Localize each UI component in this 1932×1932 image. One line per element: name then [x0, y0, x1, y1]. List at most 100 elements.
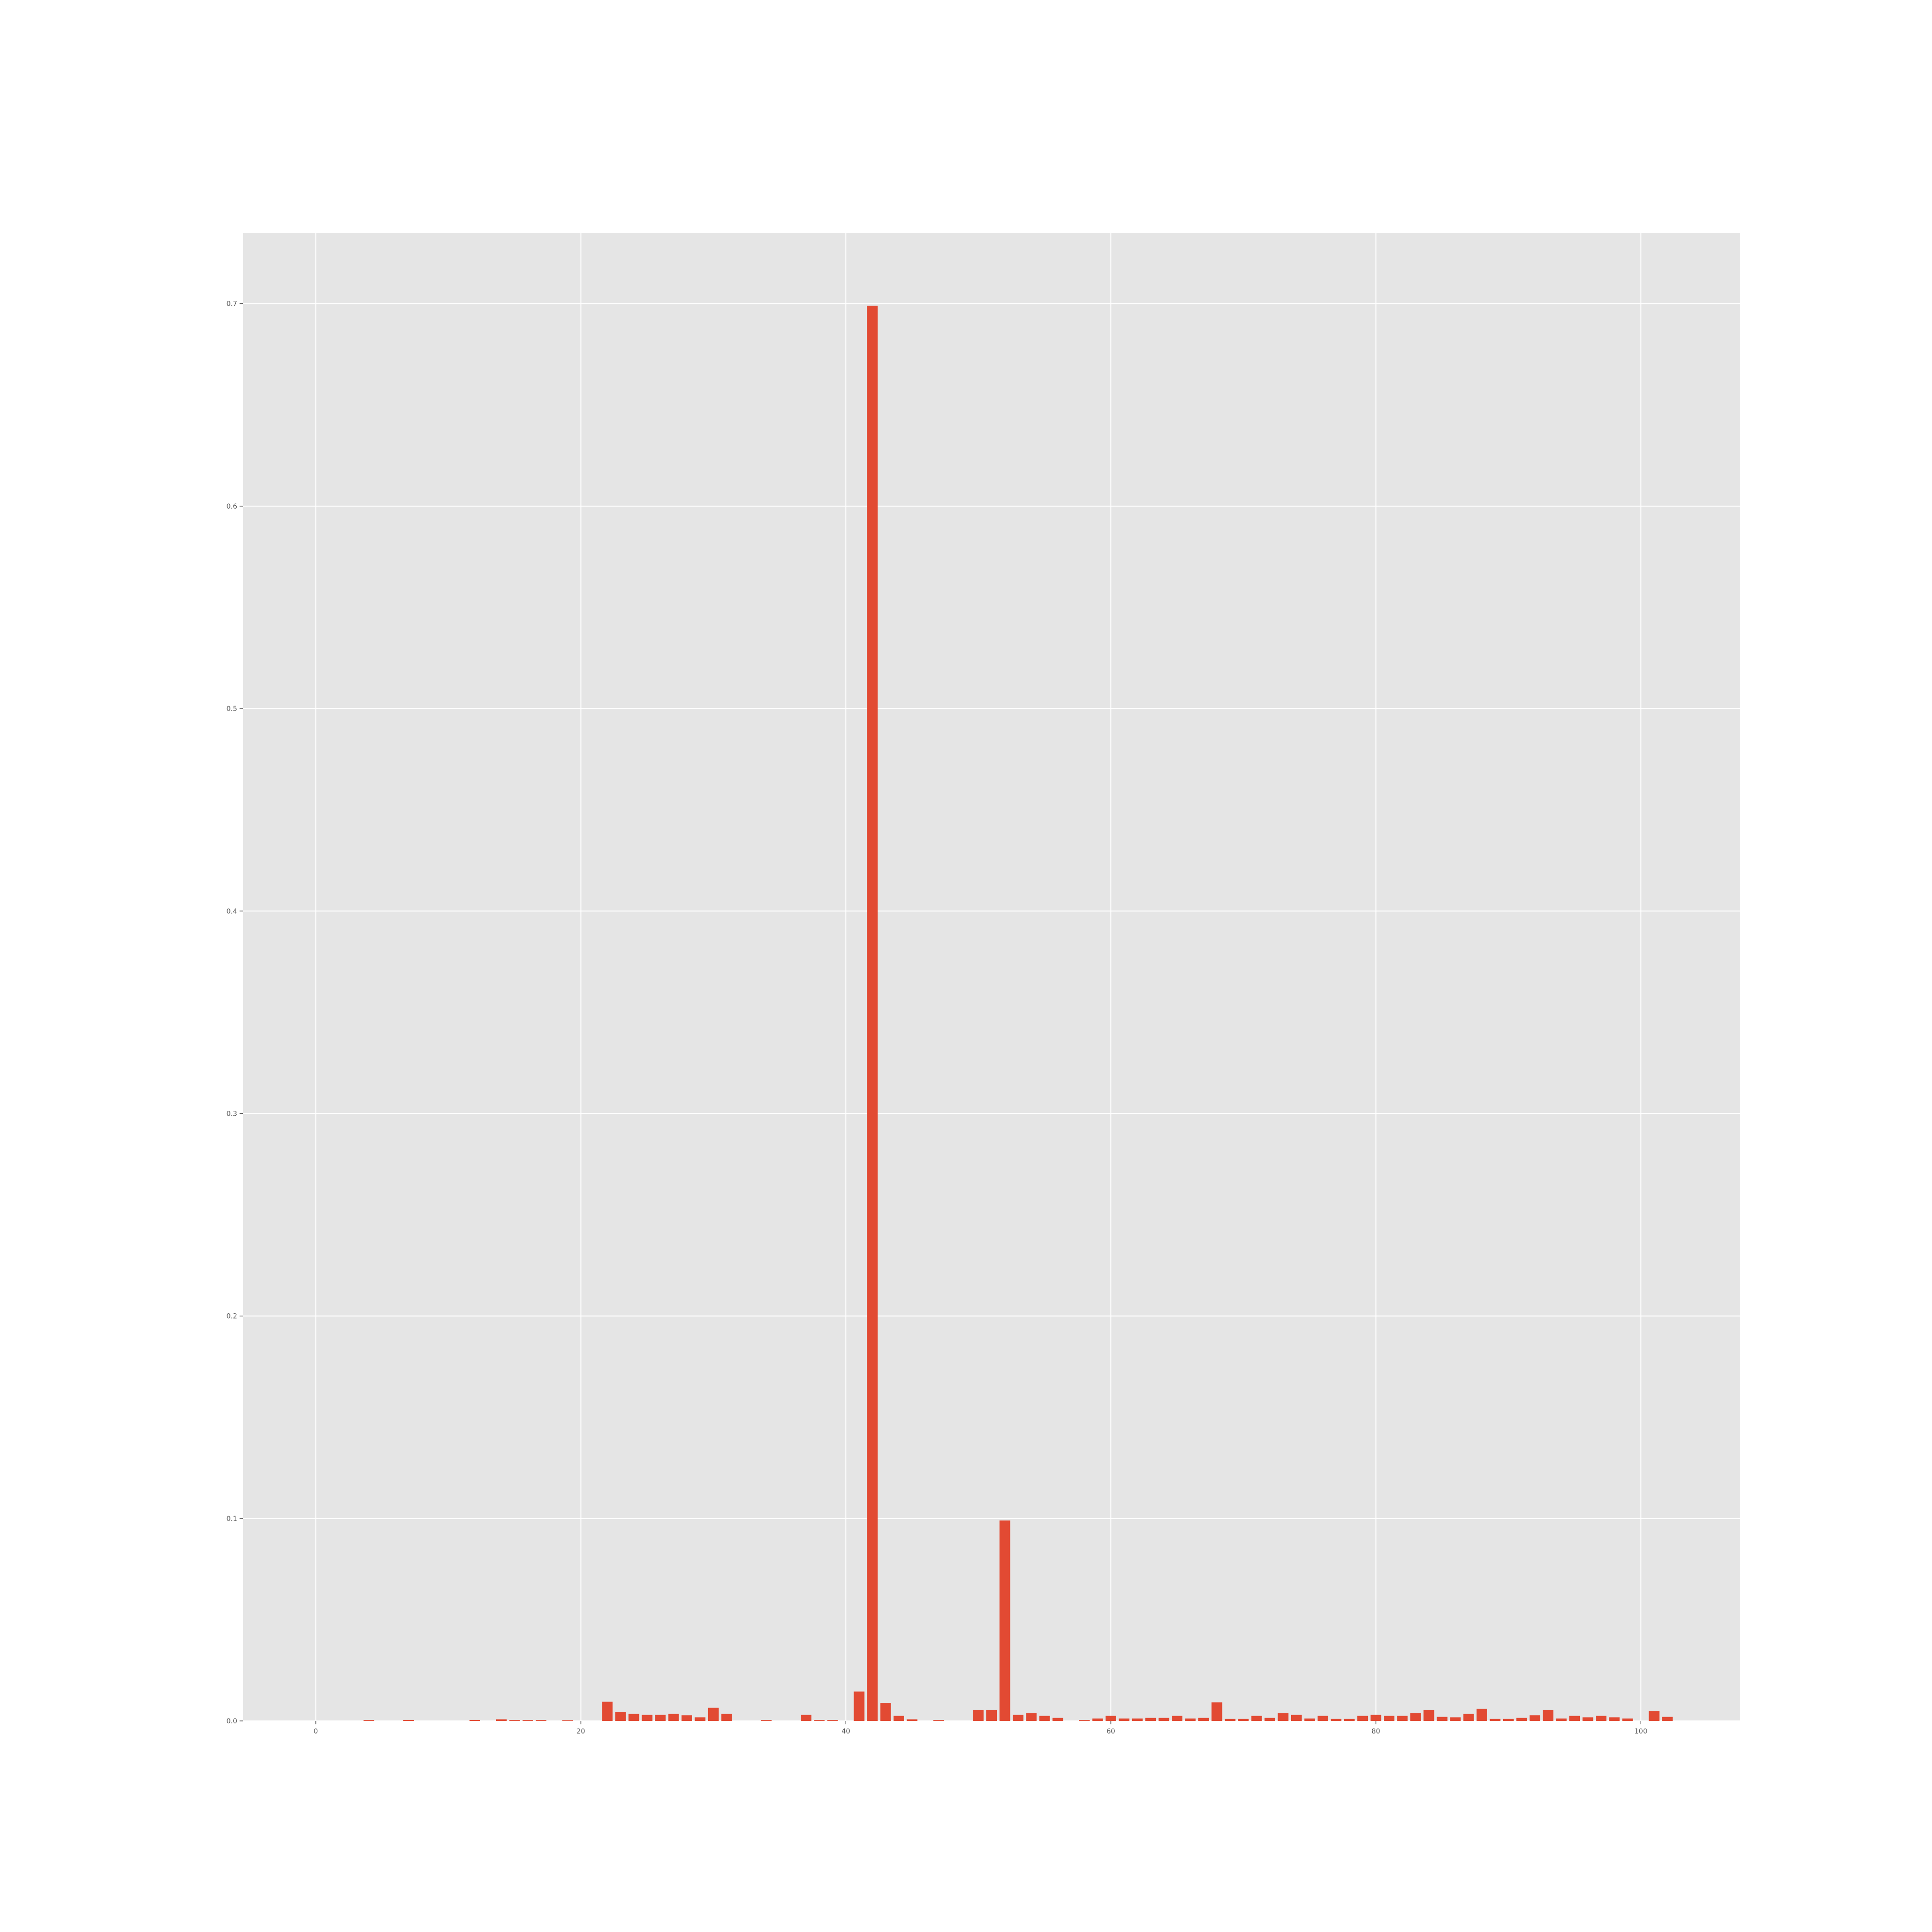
x-tick-label: 0	[313, 1728, 318, 1735]
bar	[1304, 1718, 1315, 1721]
bar	[1503, 1719, 1514, 1721]
bar	[1026, 1713, 1037, 1721]
bar	[1198, 1718, 1209, 1721]
bar	[1185, 1718, 1196, 1721]
y-tick-label: 0.2	[227, 1313, 237, 1321]
bar	[363, 1720, 374, 1721]
bar	[655, 1715, 666, 1721]
bar	[1384, 1716, 1394, 1721]
bar	[1410, 1713, 1421, 1721]
y-tick-label: 0.5	[227, 705, 237, 713]
bar	[522, 1720, 533, 1721]
bar	[814, 1720, 825, 1721]
grid-lines	[243, 233, 1740, 1721]
bar	[1648, 1711, 1660, 1721]
bar	[1595, 1716, 1606, 1721]
bar	[496, 1719, 507, 1721]
bar	[602, 1702, 613, 1721]
bar	[1039, 1716, 1050, 1721]
bar	[1012, 1715, 1023, 1721]
bar	[1622, 1718, 1633, 1721]
bars	[363, 305, 1673, 1721]
bar	[1662, 1717, 1673, 1721]
y-tick-label: 0.3	[227, 1110, 237, 1118]
y-tick-label: 0.4	[227, 908, 237, 915]
bar	[853, 1691, 865, 1721]
x-tick-label: 40	[841, 1728, 850, 1735]
bar	[1463, 1714, 1474, 1721]
bar	[403, 1719, 414, 1721]
bar	[1450, 1717, 1461, 1721]
bar	[1105, 1716, 1116, 1721]
bar	[1264, 1718, 1276, 1721]
bar	[1569, 1716, 1580, 1721]
bar	[1132, 1718, 1143, 1721]
x-tick-label: 20	[577, 1728, 585, 1735]
bar	[562, 1720, 573, 1721]
y-axis-ticks: 0.0 0.1 0.2 0.3 0.4 0.5 0.6 0.7	[227, 300, 243, 1725]
x-axis-ticks: 0 20 40 60 80 100	[313, 1721, 1648, 1735]
bar	[1119, 1718, 1130, 1721]
bar	[973, 1709, 984, 1721]
plot-background	[243, 233, 1740, 1721]
bar	[628, 1714, 639, 1721]
bar	[1344, 1719, 1355, 1721]
bar	[615, 1712, 626, 1721]
bar	[893, 1716, 904, 1721]
bar	[999, 1520, 1010, 1721]
bar	[933, 1720, 944, 1721]
bar	[1477, 1708, 1488, 1721]
y-tick-label: 0.7	[227, 300, 237, 308]
bar	[1357, 1716, 1368, 1721]
bar	[682, 1715, 692, 1721]
bar	[827, 1720, 838, 1721]
bar	[1331, 1719, 1342, 1721]
bar	[1609, 1717, 1620, 1721]
bar	[1052, 1718, 1064, 1721]
bar	[721, 1714, 732, 1721]
bar	[761, 1720, 772, 1721]
bar	[800, 1715, 811, 1721]
bar	[509, 1720, 520, 1721]
bar	[1556, 1718, 1567, 1721]
bar	[1251, 1716, 1262, 1721]
bar	[536, 1720, 547, 1721]
bar	[867, 305, 878, 1721]
bar	[1317, 1716, 1328, 1721]
bar	[1278, 1713, 1289, 1721]
x-tick-label: 100	[1634, 1728, 1648, 1735]
bar	[1224, 1719, 1236, 1721]
bar	[1397, 1716, 1408, 1721]
bar	[1423, 1709, 1435, 1721]
y-tick-label: 0.6	[227, 503, 237, 511]
bar	[1436, 1717, 1448, 1721]
bar	[708, 1707, 719, 1721]
x-tick-label: 60	[1107, 1728, 1115, 1735]
bar	[469, 1719, 481, 1721]
bar	[1238, 1719, 1249, 1721]
bar	[1370, 1715, 1381, 1721]
bar	[1172, 1716, 1183, 1721]
bar	[1543, 1709, 1554, 1721]
bar	[1158, 1718, 1169, 1721]
bar	[907, 1719, 918, 1721]
bar	[1529, 1715, 1540, 1721]
bar	[880, 1703, 891, 1721]
y-tick-label: 0.0	[227, 1718, 237, 1725]
bar	[986, 1709, 997, 1721]
bar	[641, 1715, 653, 1721]
bar	[1516, 1718, 1527, 1721]
bar	[1490, 1719, 1501, 1721]
bar	[1291, 1715, 1302, 1721]
bar	[1079, 1720, 1090, 1721]
bar	[668, 1714, 679, 1721]
bar	[1092, 1718, 1103, 1721]
bar	[1145, 1718, 1156, 1721]
y-tick-label: 0.1	[227, 1515, 237, 1523]
bar	[695, 1717, 706, 1721]
bar	[1211, 1702, 1222, 1721]
bar	[1582, 1717, 1593, 1721]
x-tick-label: 80	[1372, 1728, 1380, 1735]
